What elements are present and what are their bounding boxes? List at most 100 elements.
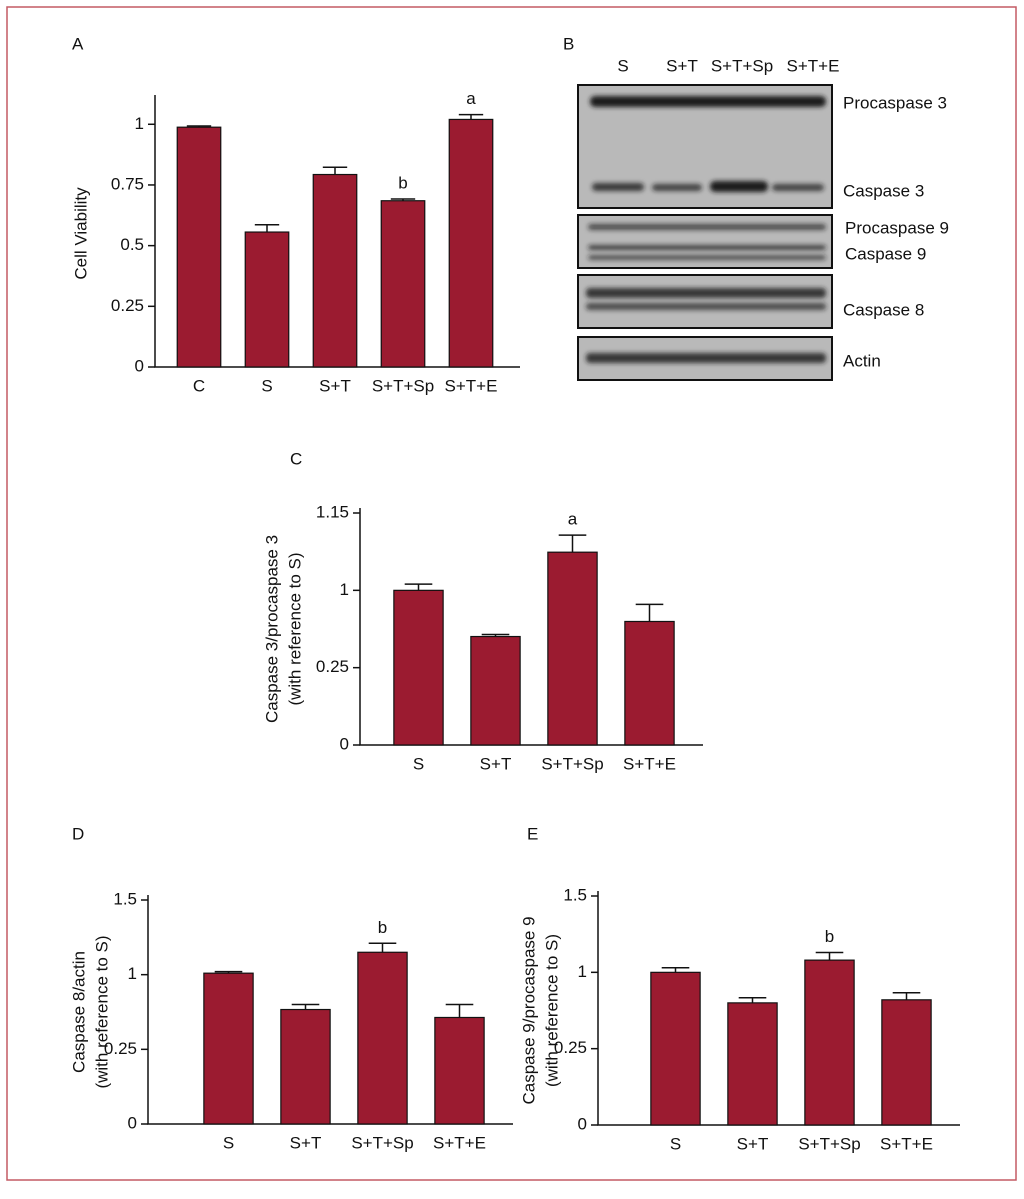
lane-label: S+T+E xyxy=(787,56,840,75)
x-tick-label: S+T+Sp xyxy=(351,1133,413,1152)
bar xyxy=(547,551,598,746)
x-tick-label: S+T xyxy=(480,754,512,773)
panel-label: D xyxy=(72,824,84,843)
error-bar xyxy=(291,1003,320,1010)
y-axis-label: Caspase 3/procaspase 3 xyxy=(262,535,281,723)
error-bar xyxy=(445,1003,474,1018)
band-label: Procaspase 9 xyxy=(845,218,949,237)
bar xyxy=(650,971,701,1126)
error-bar xyxy=(481,633,510,637)
band-label: Caspase 9 xyxy=(845,244,926,263)
y-tick-label: 1 xyxy=(340,580,349,599)
annotation: b xyxy=(825,927,834,946)
bar xyxy=(176,126,222,368)
panel-label: B xyxy=(563,34,574,53)
x-tick-label: S+T xyxy=(737,1134,769,1153)
chart: E Caspase 9/procaspase 9 (with reference t… xyxy=(519,824,960,1153)
bar xyxy=(393,589,444,746)
y-tick-label: 0.25 xyxy=(554,1038,587,1057)
error-bar xyxy=(635,603,664,622)
bar xyxy=(280,1008,331,1125)
x-tick-label: S+T+Sp xyxy=(541,754,603,773)
y-axis-label: Caspase 8/actin xyxy=(69,951,88,1073)
bar xyxy=(804,959,855,1126)
y-tick-label: 0 xyxy=(340,734,349,753)
y-tick-label: 1 xyxy=(135,114,144,133)
y-tick-label: 1.5 xyxy=(113,889,137,908)
bar xyxy=(203,972,254,1125)
band-label: Procaspase 3 xyxy=(843,93,947,112)
y-tick-label: 0.25 xyxy=(111,296,144,315)
x-tick-label: S+T+E xyxy=(445,376,498,395)
x-tick-label: S xyxy=(670,1134,681,1153)
error-bar xyxy=(214,970,243,974)
y-axis-label: (with reference to S) xyxy=(542,934,561,1087)
western-blot: B S S+T S+T+Sp S+T+E Procaspase 3 Caspas… xyxy=(563,34,949,381)
error-bar xyxy=(458,113,484,120)
y-tick-label: 0 xyxy=(578,1114,587,1133)
bar xyxy=(380,200,426,368)
x-tick-label: S+T+Sp xyxy=(798,1134,860,1153)
chart: A Cell Viability 0 0.25 0.5 0.75 1 C S S+T S+T+Sp b… xyxy=(71,34,520,395)
x-tick-label: S xyxy=(223,1133,234,1152)
y-tick-label: 0 xyxy=(128,1113,137,1132)
y-axis-label: (with reference to S) xyxy=(92,935,111,1088)
x-tick-label: C xyxy=(193,376,205,395)
chart: D Caspase 8/actin (with reference to S) 0 0.… xyxy=(69,824,513,1152)
y-tick-label: 1.5 xyxy=(563,885,587,904)
error-bar xyxy=(368,942,397,953)
bar xyxy=(881,999,932,1126)
y-axis-label: (with reference to S) xyxy=(285,552,304,705)
y-tick-label: 1 xyxy=(578,962,587,981)
error-bar xyxy=(892,991,921,1000)
annotation: a xyxy=(568,510,578,529)
panel-label: E xyxy=(527,824,538,843)
x-tick-label: S xyxy=(413,754,424,773)
bar xyxy=(624,620,675,746)
blot-bands xyxy=(586,96,826,363)
error-bar xyxy=(322,166,348,175)
bar xyxy=(727,1002,778,1126)
band-label: Actin xyxy=(843,351,881,370)
bar xyxy=(434,1016,485,1125)
x-tick-label: S+T+Sp xyxy=(372,376,434,395)
x-tick-label: S+T+E xyxy=(433,1133,486,1152)
y-tick-label: 1 xyxy=(128,964,137,983)
bar xyxy=(312,173,358,368)
y-tick-label: 0.75 xyxy=(111,174,144,193)
panel-label: C xyxy=(290,449,302,468)
y-axis-label: Caspase 9/procaspase 9 xyxy=(519,916,538,1104)
x-tick-label: S+T xyxy=(290,1133,322,1152)
error-bar xyxy=(404,583,433,591)
y-tick-label: 0 xyxy=(135,356,144,375)
error-bar xyxy=(254,224,280,233)
error-bar xyxy=(661,967,690,973)
chart: C Caspase 3/procaspase 3 (with reference t… xyxy=(262,449,703,773)
bar xyxy=(448,118,494,368)
band-label: Caspase 3 xyxy=(843,181,924,200)
x-tick-label: S+T+E xyxy=(623,754,676,773)
y-tick-label: 0.25 xyxy=(316,657,349,676)
y-axis-label: Cell Viability xyxy=(71,187,90,280)
error-bar xyxy=(815,951,844,961)
bar xyxy=(357,951,408,1125)
y-tick-label: 0.25 xyxy=(104,1039,137,1058)
error-bar xyxy=(186,125,212,128)
bar xyxy=(244,231,290,368)
x-tick-label: S+T+E xyxy=(880,1134,933,1153)
lane-label: S+T+Sp xyxy=(711,56,773,75)
bar xyxy=(470,635,521,746)
panel-label: A xyxy=(72,34,84,53)
annotation: b xyxy=(378,918,387,937)
error-bar xyxy=(558,534,587,553)
lane-label: S+T xyxy=(666,56,698,75)
annotation: b xyxy=(398,174,407,193)
x-tick-label: S xyxy=(261,376,272,395)
error-bar xyxy=(390,198,416,201)
y-tick-label: 0.5 xyxy=(120,235,144,254)
annotation: a xyxy=(466,89,476,108)
band-label: Caspase 8 xyxy=(843,300,924,319)
y-tick-label: 1.15 xyxy=(316,502,349,521)
